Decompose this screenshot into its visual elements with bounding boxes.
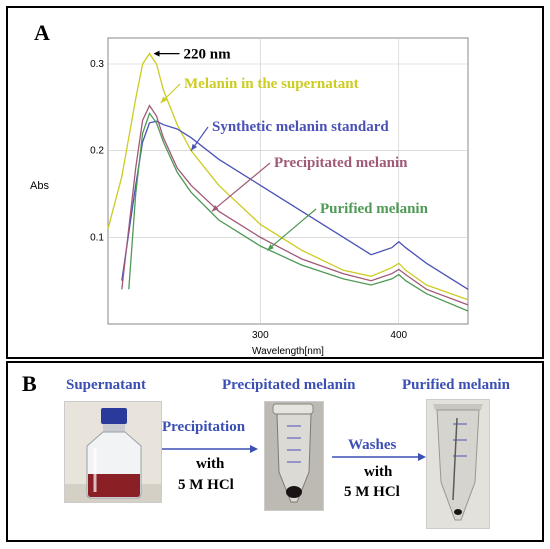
series-leader-head-0 bbox=[160, 96, 168, 103]
step-precipitated-label: Precipitated melanin bbox=[222, 377, 356, 393]
step-purified-label: Purified melanin bbox=[402, 377, 510, 393]
series-line-2 bbox=[121, 104, 469, 306]
arrow2-line2: with bbox=[364, 464, 393, 480]
supernatant-bottle-photo bbox=[64, 401, 162, 503]
arrow1-line1: Precipitation bbox=[162, 419, 246, 435]
series-leader-head-2 bbox=[211, 205, 219, 212]
precipitated-tube-photo bbox=[264, 401, 324, 511]
series-line-0 bbox=[107, 52, 469, 301]
series-label-3: Purified melanin bbox=[320, 201, 429, 217]
series-label-1: Synthetic melanin standard bbox=[212, 119, 389, 135]
y-tick-label: 0.1 bbox=[90, 232, 104, 243]
panel-b-letter: B bbox=[22, 371, 37, 396]
washes-arrow bbox=[332, 453, 426, 461]
series-label-0: Melanin in the supernatant bbox=[184, 76, 359, 92]
absorbance-chart: 300 400 0.1 0.2 0.3 Wavelength[nm] 220 nm Melan… bbox=[90, 37, 469, 357]
arrow1-line3: 5 M HCl bbox=[178, 477, 234, 493]
arrow2-line3: 5 M HCl bbox=[344, 484, 400, 500]
series-line-1 bbox=[121, 120, 469, 290]
arrow1-line2: with bbox=[196, 456, 225, 472]
x-axis-label: Wavelength[nm] bbox=[252, 346, 324, 357]
peak-annotation: 220 nm bbox=[184, 47, 232, 63]
y-tick-label: 0.3 bbox=[90, 59, 104, 70]
step-supernatant-label: Supernatant bbox=[66, 377, 147, 393]
x-tick-label: 300 bbox=[252, 330, 269, 341]
panel-b: B Supernatant Precipitated melanin Purif… bbox=[6, 361, 544, 542]
series-leader-head-3 bbox=[267, 244, 274, 251]
y-axis-label: Abs bbox=[30, 180, 49, 192]
series-leader-3 bbox=[266, 208, 317, 251]
panel-a-letter: A bbox=[34, 20, 50, 45]
panel-a: A Abs 300 400 0.1 0.2 0.3 Wavelength[nm] 220 n… bbox=[6, 6, 544, 359]
arrow2-line1: Washes bbox=[348, 437, 397, 453]
precipitation-arrow bbox=[162, 445, 258, 453]
peak-arrow-head bbox=[153, 50, 160, 57]
purified-tube-photo bbox=[426, 399, 490, 529]
x-tick-label: 400 bbox=[390, 330, 407, 341]
series-label-2: Precipitated melanin bbox=[274, 155, 408, 171]
series-leader-head-1 bbox=[191, 143, 198, 151]
series-leader-2 bbox=[211, 162, 271, 212]
series-line-3 bbox=[128, 112, 469, 312]
y-tick-label: 0.2 bbox=[90, 146, 104, 157]
